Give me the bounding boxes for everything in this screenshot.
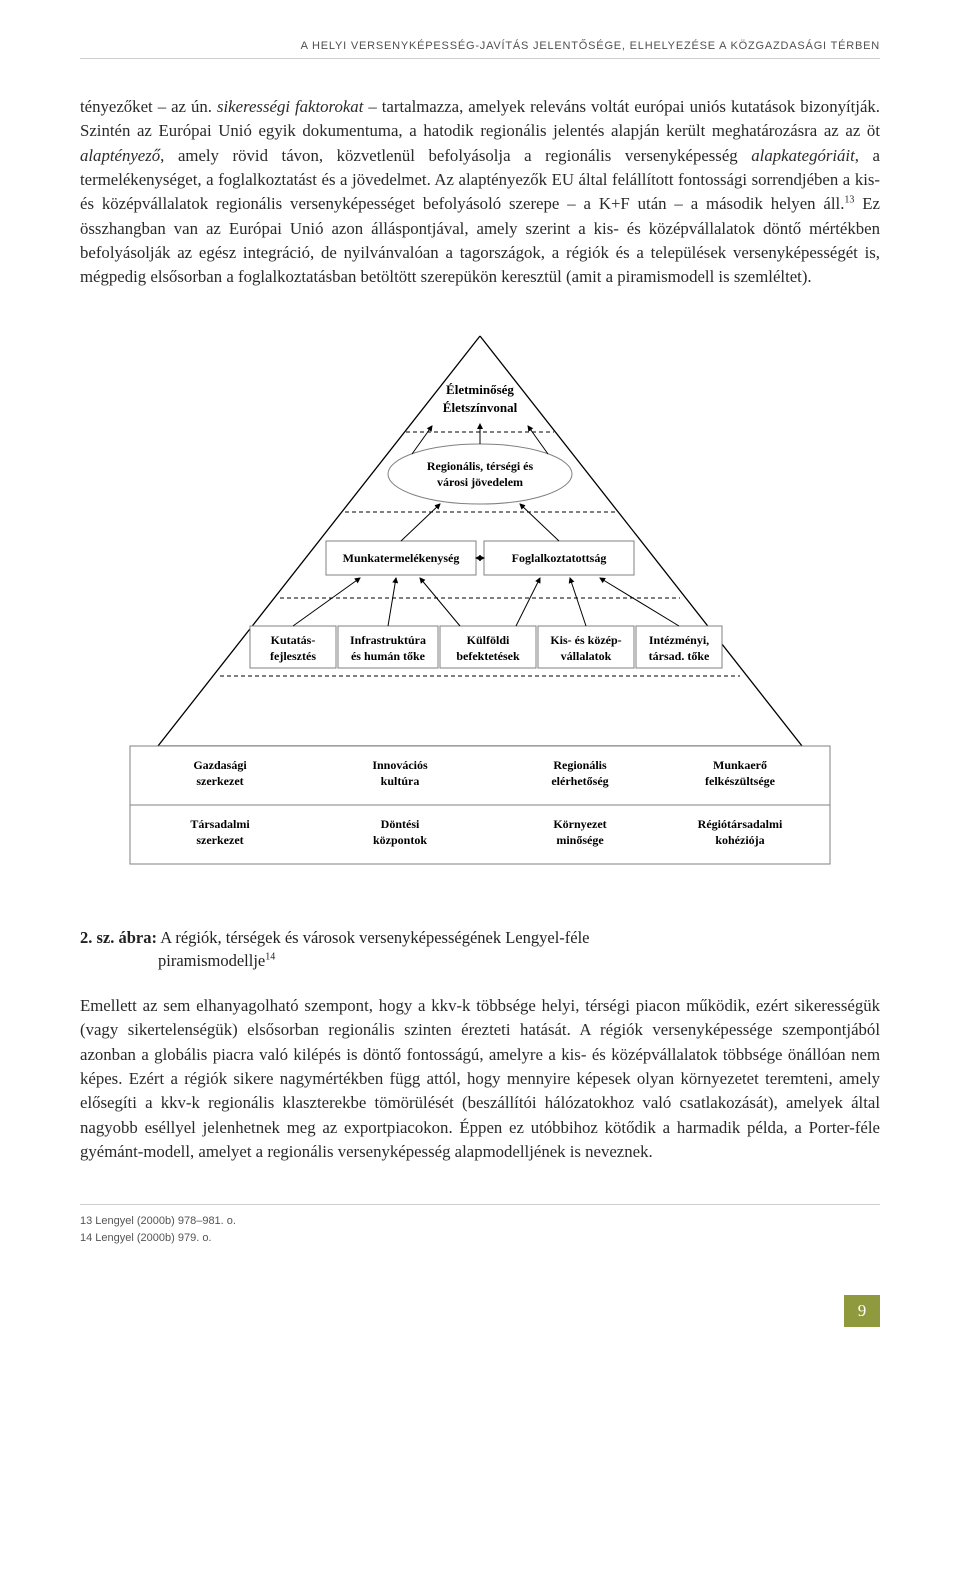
l5-r1c3b: elérhetőség	[551, 774, 608, 788]
l5-r1c4a: Munkaerő	[713, 758, 767, 772]
l5-r2c1a: Társadalmi	[190, 817, 250, 831]
txt-em: sikerességi faktorokat	[217, 97, 363, 116]
l5-r2c3b: minősége	[556, 833, 604, 847]
header-rule	[80, 58, 880, 59]
l5-r1c2a: Innovációs	[372, 758, 428, 772]
lvl4-c2a: Infrastruktúra	[350, 633, 426, 647]
lvl2-a: Regionális, térségi és	[427, 459, 534, 473]
l5-r2c2a: Döntési	[381, 817, 420, 831]
txt: Emellett az sem elhanyagolható szempont,…	[80, 994, 880, 1164]
lvl4-c1b: fejlesztés	[270, 649, 316, 663]
lvl4-c1a: Kutatás-	[271, 633, 316, 647]
lvl4-c2b: és humán tőke	[351, 649, 426, 663]
lvl4-c3a: Külföldi	[467, 633, 510, 647]
l5-r2c2b: központok	[373, 833, 427, 847]
lvl3-b: Foglalkoztatottság	[512, 551, 607, 565]
page-footer: 9	[0, 1287, 960, 1335]
l5-r2c4b: kohéziója	[715, 833, 764, 847]
running-head: A HELYI VERSENYKÉPESSÉG-JAVÍTÁS JELENTŐS…	[80, 40, 880, 52]
txt: tényezőket – az ún.	[80, 97, 217, 116]
pyramid-figure: Életminőség Életszínvonal Regionális, té…	[120, 326, 840, 906]
l5-r2c1b: szerkezet	[196, 833, 243, 847]
caption-line1: A régiók, térségek és városok versenykép…	[157, 928, 590, 947]
footnote-13: 13 Lengyel (2000b) 978–981. o.	[80, 1213, 880, 1230]
l5-r1c2b: kultúra	[381, 774, 420, 788]
caption-line2: piramismodellje	[158, 951, 265, 970]
figure-caption: 2. sz. ábra: A régiók, térségek és város…	[80, 926, 880, 972]
caption-lead: 2. sz. ábra:	[80, 928, 157, 947]
paragraph-1: tényezőket – az ún. sikerességi faktorok…	[80, 95, 880, 290]
lvl4-c4a: Kis- és közép-	[550, 633, 621, 647]
lvl4-c4b: vállalatok	[561, 649, 612, 663]
paragraph-2: Emellett az sem elhanyagolható szempont,…	[80, 994, 880, 1164]
l5-r1c1b: szerkezet	[196, 774, 243, 788]
txt-em: alapkategóriáit	[751, 146, 854, 165]
lvl4-c5b: társad. tőke	[649, 649, 710, 663]
footnote-ref-14: 14	[265, 951, 275, 962]
lvl1-b: Életszínvonal	[443, 400, 518, 415]
page-number: 9	[844, 1295, 880, 1327]
lvl1-a: Életminőség	[446, 382, 514, 397]
lvl4-c5a: Intézményi,	[649, 633, 709, 647]
footnote-ref-13: 13	[844, 195, 854, 206]
lvl4-c3b: befektetések	[456, 649, 520, 663]
l5-r1c4b: felkészültsége	[705, 774, 776, 788]
l5-r1c3a: Regionális	[553, 758, 607, 772]
footnotes: 13 Lengyel (2000b) 978–981. o. 14 Lengye…	[80, 1204, 880, 1247]
l5-r2c3a: Környezet	[553, 817, 606, 831]
l5-r1c1a: Gazdasági	[193, 758, 247, 772]
lvl3-a: Munkatermelékenység	[343, 551, 460, 565]
lvl2-b: városi jövedelem	[437, 475, 523, 489]
l5-r2c4a: Régiótársadalmi	[698, 817, 783, 831]
footnote-14: 14 Lengyel (2000b) 979. o.	[80, 1230, 880, 1247]
txt-em: alaptényező	[80, 146, 160, 165]
txt: , amely rövid távon, közvetlenül befolyá…	[160, 146, 751, 165]
